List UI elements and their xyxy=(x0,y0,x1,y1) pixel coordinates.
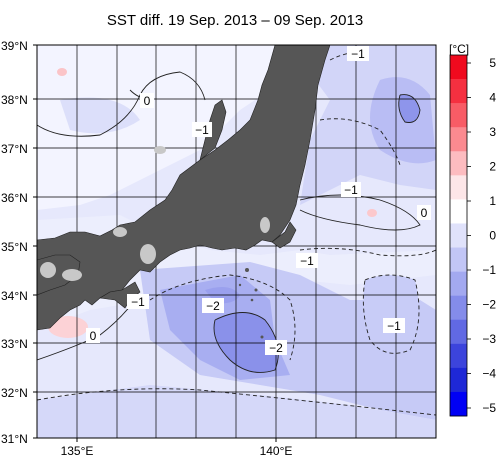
contour-label-minus2-west: −2 xyxy=(206,299,220,313)
colorbar-tick-labels: 5 4 3 2 1 0 −1 −2 −3 −4 −5 xyxy=(467,56,496,415)
inland-patch-5 xyxy=(40,262,56,278)
lon-label-135: 135°E xyxy=(61,444,94,458)
colorbar-cell xyxy=(450,319,467,345)
contour-label-minus1-northeast: −1 xyxy=(351,47,365,61)
colorbar-tick-label: 5 xyxy=(489,56,496,70)
contour-label-minus1-offshore: −1 xyxy=(300,254,314,268)
lat-label-36: 36°N xyxy=(1,191,28,205)
colorbar-cell xyxy=(450,391,467,417)
colorbar-cell xyxy=(450,127,467,152)
land-kii-peninsula xyxy=(99,281,141,309)
lat-label-31: 31°N xyxy=(1,432,28,446)
longitude-labels: 135°E 140°E xyxy=(61,444,293,458)
contour-label-minus1-southeast: −1 xyxy=(387,319,401,333)
contour-label-0-east: 0 xyxy=(421,206,428,220)
contour-label-group: 0 −1 −1 −1 0 −1 −1 −2 −2 −1 0 xyxy=(86,46,431,355)
colorbar-tick-label: 3 xyxy=(489,125,496,139)
contour-label-minus2-core: −2 xyxy=(269,341,283,355)
inland-patch-4 xyxy=(260,217,270,233)
colorbar-cell xyxy=(450,343,467,369)
colorbar-cell xyxy=(450,247,467,272)
colorbar-cell xyxy=(450,79,467,104)
shading-positive-east xyxy=(367,209,377,217)
lat-label-38: 38°N xyxy=(1,93,28,107)
colorbar-tick-label: −2 xyxy=(482,298,496,312)
colorbar-cell xyxy=(450,367,467,393)
colorbar-cell xyxy=(450,103,467,128)
colorbar-tick-label: −4 xyxy=(482,367,496,381)
colorbar-cell xyxy=(450,55,467,80)
axis-ticks xyxy=(33,44,277,442)
colorbar-tick-label: 2 xyxy=(489,160,496,174)
colorbar-cell xyxy=(450,175,467,200)
map-title: SST diff. 19 Sep. 2013 – 09 Sep. 2013 xyxy=(106,12,364,29)
shading-near-zero-north xyxy=(37,45,300,210)
colorbar-tick-label: −1 xyxy=(482,263,496,277)
lat-label-39: 39°N xyxy=(1,39,28,53)
lat-label-33: 33°N xyxy=(1,337,28,351)
lake-biwa xyxy=(140,244,156,264)
contour-label-minus1-japan-sea: −1 xyxy=(195,123,209,137)
map-frame xyxy=(36,44,437,439)
land-boso-peninsula xyxy=(271,221,297,249)
contour-label-0-southwest: 0 xyxy=(90,329,97,343)
colorbar-tick-label: −5 xyxy=(482,401,496,415)
latitude-labels: 39°N 38°N 37°N 36°N 35°N 34°N 33°N 32°N … xyxy=(1,39,28,446)
lat-label-34: 34°N xyxy=(1,289,28,303)
lat-label-32: 32°N xyxy=(1,386,28,400)
lon-label-140: 140°E xyxy=(260,444,293,458)
colorbar-tick-label: 4 xyxy=(489,91,496,105)
lat-label-35: 35°N xyxy=(1,240,28,254)
colorbar-unit: [°C] xyxy=(449,42,469,56)
colorbar-cell xyxy=(450,295,467,321)
shading-positive-northwest xyxy=(57,68,67,76)
shading-japan-sea-low xyxy=(60,97,140,134)
colorbar-cell xyxy=(450,199,467,224)
shading-minus2-east-core xyxy=(398,94,420,123)
inland-patch-2 xyxy=(62,269,82,281)
shading-minus1-bottom xyxy=(37,385,436,438)
colorbar-cell xyxy=(450,223,467,248)
contour-label-minus1-east: −1 xyxy=(344,183,358,197)
shading-minus2-core xyxy=(214,312,279,373)
colorbar-cell xyxy=(450,151,467,176)
colorbar-tick-label: −3 xyxy=(482,332,496,346)
contour-label-0-north: 0 xyxy=(144,94,151,108)
colorbar-tick-label: 0 xyxy=(489,229,496,243)
colorbar-cell xyxy=(450,271,467,296)
lat-label-37: 37°N xyxy=(1,142,28,156)
contour-label-minus1-southwest: −1 xyxy=(131,295,145,309)
inland-patch-3 xyxy=(154,146,166,154)
colorbar-cells xyxy=(450,55,467,417)
inland-patch-1 xyxy=(113,227,127,237)
colorbar-tick-label: 1 xyxy=(489,194,496,208)
colorbar: [°C] 5 4 3 2 1 0 −1 −2 −3 −4 −5 xyxy=(449,42,496,417)
shading-positive-southwest xyxy=(48,316,88,338)
shading-minus1-southeast xyxy=(363,275,419,354)
